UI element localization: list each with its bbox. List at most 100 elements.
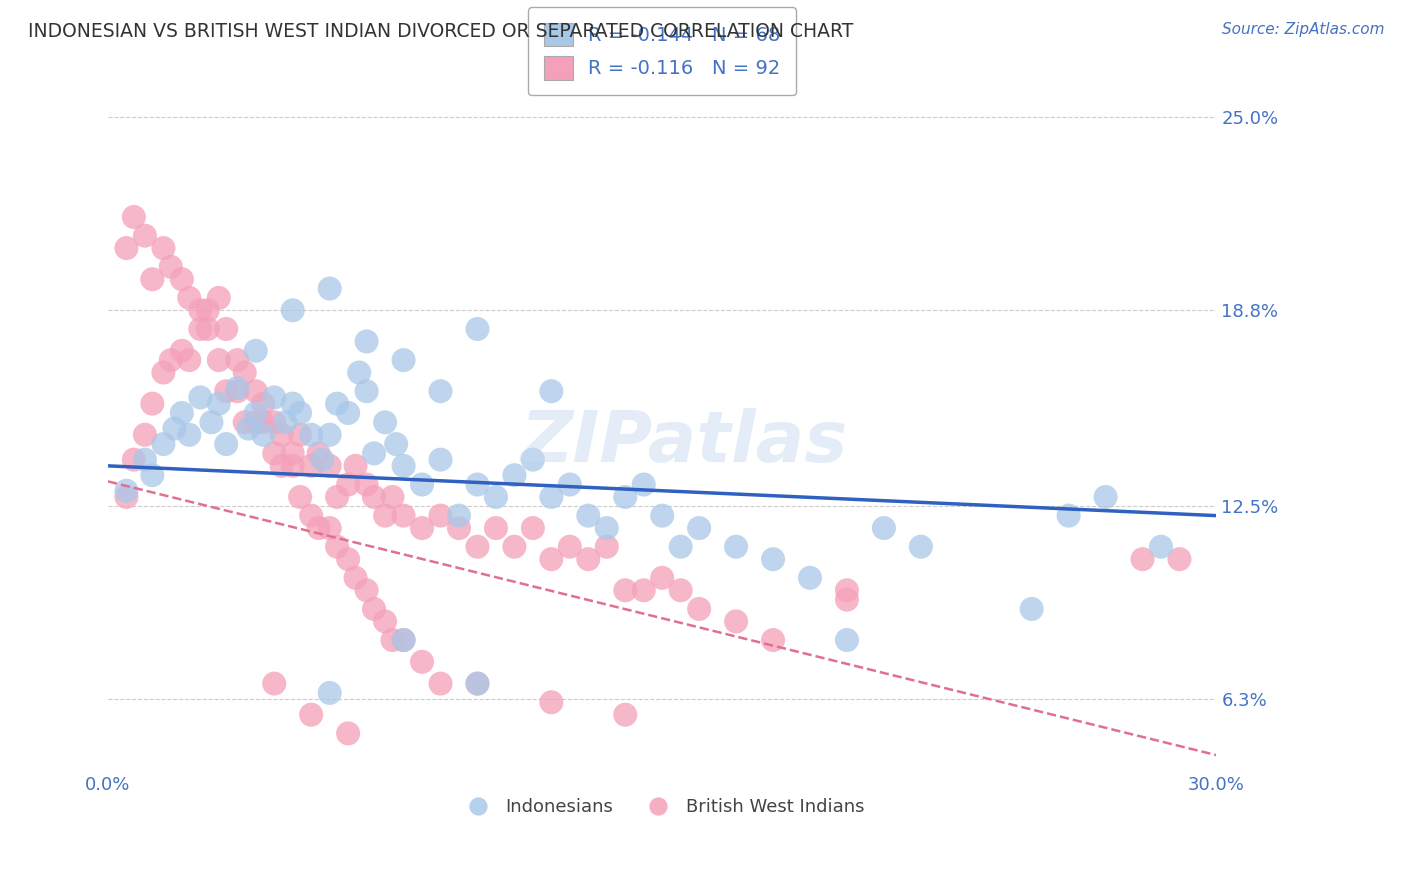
Point xyxy=(356,583,378,598)
Point xyxy=(226,381,249,395)
Point xyxy=(485,521,508,535)
Point xyxy=(245,406,267,420)
Point xyxy=(910,540,932,554)
Point xyxy=(152,366,174,380)
Point xyxy=(208,397,231,411)
Point xyxy=(197,322,219,336)
Point xyxy=(1057,508,1080,523)
Point xyxy=(392,353,415,368)
Point xyxy=(381,490,404,504)
Point xyxy=(134,228,156,243)
Point xyxy=(233,366,256,380)
Point xyxy=(318,521,340,535)
Point xyxy=(344,458,367,473)
Point xyxy=(1021,602,1043,616)
Point xyxy=(281,397,304,411)
Point xyxy=(540,552,562,566)
Point xyxy=(614,707,637,722)
Point xyxy=(179,353,201,368)
Point xyxy=(141,468,163,483)
Point xyxy=(596,521,619,535)
Point xyxy=(392,508,415,523)
Text: ZIPatlas: ZIPatlas xyxy=(520,408,848,476)
Point xyxy=(197,303,219,318)
Point xyxy=(614,490,637,504)
Point xyxy=(467,322,489,336)
Point xyxy=(540,695,562,709)
Point xyxy=(356,477,378,491)
Point xyxy=(725,540,748,554)
Point xyxy=(467,676,489,690)
Point xyxy=(208,353,231,368)
Point xyxy=(134,452,156,467)
Point xyxy=(873,521,896,535)
Point xyxy=(134,427,156,442)
Point xyxy=(503,540,526,554)
Point xyxy=(411,477,433,491)
Point xyxy=(263,676,285,690)
Point xyxy=(318,427,340,442)
Point xyxy=(252,427,274,442)
Point xyxy=(1132,552,1154,566)
Point xyxy=(281,446,304,460)
Point xyxy=(337,726,360,740)
Point xyxy=(363,602,385,616)
Point xyxy=(263,391,285,405)
Point xyxy=(540,490,562,504)
Point xyxy=(344,571,367,585)
Point xyxy=(318,686,340,700)
Point xyxy=(179,291,201,305)
Point xyxy=(467,477,489,491)
Point xyxy=(179,427,201,442)
Point xyxy=(288,427,311,442)
Point xyxy=(392,633,415,648)
Point xyxy=(614,583,637,598)
Point xyxy=(392,633,415,648)
Point xyxy=(159,260,181,274)
Point xyxy=(215,322,238,336)
Point xyxy=(447,521,470,535)
Point xyxy=(238,421,260,435)
Point xyxy=(226,353,249,368)
Point xyxy=(347,366,370,380)
Point xyxy=(245,343,267,358)
Point xyxy=(141,397,163,411)
Point xyxy=(651,571,673,585)
Point xyxy=(651,508,673,523)
Text: INDONESIAN VS BRITISH WEST INDIAN DIVORCED OR SEPARATED CORRELATION CHART: INDONESIAN VS BRITISH WEST INDIAN DIVORC… xyxy=(28,22,853,41)
Point xyxy=(281,458,304,473)
Point xyxy=(159,353,181,368)
Point xyxy=(762,552,785,566)
Point xyxy=(411,655,433,669)
Point xyxy=(299,427,322,442)
Point xyxy=(540,384,562,399)
Point xyxy=(299,508,322,523)
Point xyxy=(233,415,256,429)
Point xyxy=(429,676,451,690)
Point xyxy=(381,633,404,648)
Point xyxy=(274,415,297,429)
Point xyxy=(688,602,710,616)
Point xyxy=(200,415,222,429)
Point xyxy=(337,406,360,420)
Point xyxy=(485,490,508,504)
Text: Source: ZipAtlas.com: Source: ZipAtlas.com xyxy=(1222,22,1385,37)
Point xyxy=(115,483,138,498)
Point xyxy=(337,477,360,491)
Point xyxy=(835,592,858,607)
Point xyxy=(447,508,470,523)
Point xyxy=(308,521,330,535)
Point xyxy=(190,322,212,336)
Point xyxy=(374,415,396,429)
Point xyxy=(141,272,163,286)
Point xyxy=(429,508,451,523)
Point xyxy=(311,452,333,467)
Point xyxy=(429,384,451,399)
Legend: Indonesians, British West Indians: Indonesians, British West Indians xyxy=(453,791,872,823)
Point xyxy=(252,397,274,411)
Point xyxy=(522,521,544,535)
Point xyxy=(299,707,322,722)
Point xyxy=(122,452,145,467)
Point xyxy=(318,458,340,473)
Point xyxy=(288,406,311,420)
